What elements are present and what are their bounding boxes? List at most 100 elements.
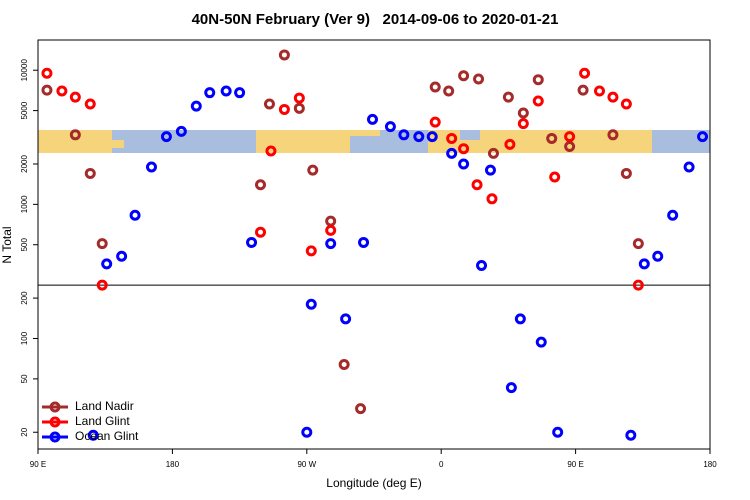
y-tick-label: 50 — [20, 374, 29, 383]
point — [69, 91, 81, 103]
point — [398, 129, 410, 141]
x-axis-label: Longitude (deg E) — [326, 476, 421, 490]
point — [476, 260, 488, 272]
point — [278, 49, 290, 61]
point — [429, 116, 441, 128]
point — [338, 358, 350, 370]
point — [325, 224, 337, 236]
point — [579, 67, 591, 79]
point — [446, 132, 458, 144]
point — [546, 132, 558, 144]
point — [638, 258, 650, 270]
point — [471, 179, 483, 191]
point — [41, 84, 53, 96]
point — [305, 298, 317, 310]
point — [278, 103, 290, 115]
x-tick-label: 180 — [166, 460, 180, 469]
point — [358, 236, 370, 248]
legend-marker — [49, 401, 61, 413]
y-axis-label: N Total — [0, 226, 14, 263]
point — [514, 313, 526, 325]
point — [305, 245, 317, 257]
y-tick-label: 5000 — [20, 101, 29, 119]
map-band — [38, 130, 710, 153]
point — [293, 102, 305, 114]
point — [607, 129, 619, 141]
point — [593, 85, 605, 97]
point — [683, 161, 695, 173]
point — [505, 382, 517, 394]
y-tick-label: 100 — [20, 331, 29, 345]
point — [234, 87, 246, 99]
point — [84, 167, 96, 179]
point — [535, 336, 547, 348]
point — [443, 85, 455, 97]
point — [116, 250, 128, 262]
point — [458, 158, 470, 170]
point — [87, 429, 99, 441]
point — [413, 131, 425, 143]
point — [652, 250, 664, 262]
point — [246, 236, 258, 248]
point — [325, 238, 337, 250]
point — [517, 107, 529, 119]
legend-label: Land Glint — [75, 414, 130, 428]
point — [101, 258, 113, 270]
point — [307, 164, 319, 176]
land-band — [38, 130, 112, 153]
point — [620, 167, 632, 179]
point — [56, 85, 68, 97]
point — [160, 131, 172, 143]
point — [577, 84, 589, 96]
land-band — [256, 130, 350, 153]
x-tick-label: 90 E — [30, 460, 46, 469]
point — [517, 118, 529, 130]
point — [145, 161, 157, 173]
legend-marker — [49, 416, 61, 428]
point — [255, 179, 267, 191]
x-tick-label: 90 W — [297, 460, 316, 469]
point — [69, 129, 81, 141]
point — [458, 143, 470, 155]
point — [620, 98, 632, 110]
y-tick-label: 500 — [20, 238, 29, 252]
plot-frame — [37, 39, 711, 450]
y-tick-label: 200 — [20, 291, 29, 305]
point — [355, 403, 367, 415]
legend-label: Land Nadir — [75, 399, 134, 413]
y-tick-label: 20 — [20, 427, 29, 436]
point — [293, 92, 305, 104]
point — [41, 67, 53, 79]
x-tick-label: 0 — [439, 460, 444, 469]
point — [367, 113, 379, 125]
point — [255, 226, 267, 238]
point — [458, 70, 470, 82]
chart-title: 40N-50N February (Ver 9) 2014-09-06 to 2… — [192, 11, 559, 28]
point — [129, 209, 141, 221]
point — [632, 238, 644, 250]
land-band — [112, 140, 124, 148]
point — [484, 164, 496, 176]
land-band — [350, 130, 380, 136]
point — [504, 138, 516, 150]
point — [301, 426, 313, 438]
legend-label: Ocean Glint — [75, 429, 139, 443]
point — [220, 85, 232, 97]
point — [667, 209, 679, 221]
y-tick-label: 1000 — [20, 195, 29, 213]
x-tick-label: 180 — [703, 460, 717, 469]
point — [384, 121, 396, 133]
point — [96, 238, 108, 250]
point — [552, 426, 564, 438]
point — [190, 100, 202, 112]
point — [325, 215, 337, 227]
point — [96, 279, 108, 291]
point — [84, 98, 96, 110]
point — [549, 171, 561, 183]
point — [426, 131, 438, 143]
point — [532, 74, 544, 86]
y-tick-label: 10000 — [20, 59, 29, 82]
